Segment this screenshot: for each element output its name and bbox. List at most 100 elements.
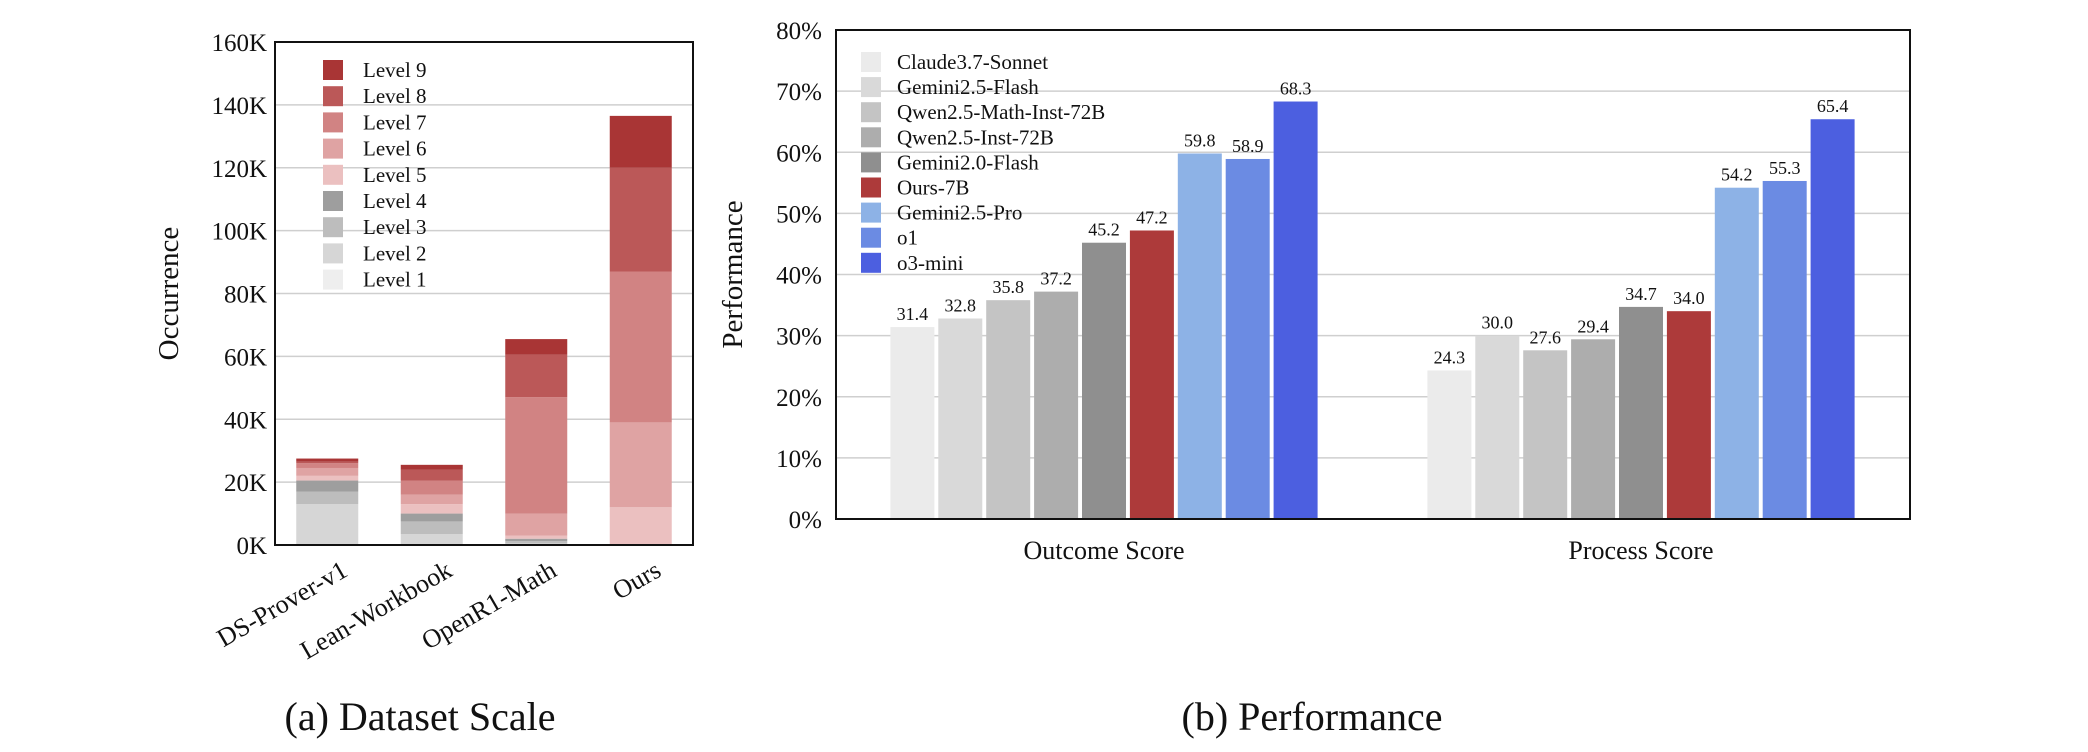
bar-process-score-qwen2-5-inst-72b bbox=[1571, 339, 1616, 519]
caption-b: (b) Performance bbox=[1182, 694, 1443, 739]
bar-outcome-score-gemini2-0-flash bbox=[1082, 242, 1126, 519]
legend-label-gemini2-5-flash: Gemini2.5-Flash bbox=[897, 75, 1039, 99]
bar-segment-lean-workbook-level-8 bbox=[400, 469, 463, 481]
data-label-outcome-score-qwen2-5-math-inst-72b: 35.8 bbox=[992, 277, 1024, 297]
bar-process-score-o3-mini bbox=[1810, 119, 1855, 520]
bar-segment-ours-level-7 bbox=[609, 271, 672, 423]
legend-label-gemini2-5-pro: Gemini2.5-Pro bbox=[897, 201, 1022, 225]
x-tick-label-ours: Ours bbox=[607, 555, 665, 605]
bar-segment-ds-prover-v1-level-9 bbox=[296, 458, 359, 462]
bar-segment-lean-workbook-level-2 bbox=[400, 533, 463, 545]
y-tick-label-20k: 20K bbox=[224, 470, 267, 497]
y-tick-label-100k: 100K bbox=[211, 219, 267, 246]
legend-swatch-level-5 bbox=[323, 164, 343, 185]
legend-swatch-level-4 bbox=[323, 191, 343, 211]
y-tick-label-10: 10% bbox=[776, 446, 822, 473]
data-label-outcome-score-claude3-7-sonnet: 31.4 bbox=[897, 304, 929, 324]
bar-outcome-score-o1 bbox=[1225, 158, 1270, 519]
bar-outcome-score-gemini2-5-flash bbox=[938, 318, 983, 519]
plot-frame bbox=[274, 41, 694, 546]
data-label-process-score-gemini2-5-pro: 54.2 bbox=[1721, 165, 1753, 185]
bar-segment-openr1-math-level-9 bbox=[505, 339, 568, 355]
legend-swatch-gemini2-5-pro bbox=[861, 202, 881, 223]
legend-swatch-o3-mini bbox=[861, 252, 881, 273]
bar-segment-lean-workbook-level-3 bbox=[400, 521, 463, 534]
legend-label-level-7: Level 7 bbox=[363, 110, 427, 134]
bar-outcome-score-qwen2-5-math-inst-72b bbox=[986, 300, 1031, 519]
bar-segment-lean-workbook-level-7 bbox=[400, 480, 463, 495]
bar-process-score-claude3-7-sonnet bbox=[1427, 370, 1472, 519]
bar-segment-openr1-math-level-3 bbox=[505, 541, 568, 544]
data-label-process-score-claude3-7-sonnet: 24.3 bbox=[1434, 347, 1466, 367]
legend-label-level-9: Level 9 bbox=[363, 58, 427, 82]
bar-segment-ours-level-8 bbox=[609, 167, 672, 272]
legend-label-qwen2-5-math-inst-72b: Qwen2.5-Math-Inst-72B bbox=[897, 100, 1105, 124]
legend-label-claude3-7-sonnet: Claude3.7-Sonnet bbox=[897, 50, 1048, 74]
bar-outcome-score-qwen2-5-inst-72b bbox=[1034, 291, 1079, 519]
bar-segment-openr1-math-level-7 bbox=[505, 397, 568, 514]
data-label-outcome-score-gemini2-0-flash: 45.2 bbox=[1088, 220, 1120, 240]
bar-segment-ds-prover-v1-level-8 bbox=[296, 461, 359, 464]
data-label-process-score-qwen2-5-inst-72b: 29.4 bbox=[1577, 316, 1609, 336]
bar-outcome-score-o3-mini bbox=[1273, 101, 1318, 520]
bar-segment-lean-workbook-level-5 bbox=[400, 504, 463, 514]
y-tick-label-40k: 40K bbox=[224, 407, 267, 434]
data-label-outcome-score-gemini2-5-flash: 32.8 bbox=[945, 296, 977, 316]
y-tick-label-140k: 140K bbox=[211, 93, 267, 120]
y-tick-label-30: 30% bbox=[776, 324, 822, 351]
data-label-process-score-gemini2-5-flash: 30.0 bbox=[1482, 313, 1514, 333]
bar-segment-openr1-math-level-4 bbox=[505, 538, 568, 542]
legend-swatch-ours-7b bbox=[861, 177, 881, 198]
legend-swatch-level-7 bbox=[323, 112, 343, 133]
legend-swatch-level-3 bbox=[323, 217, 343, 238]
legend-swatch-level-6 bbox=[323, 138, 343, 159]
y-tick-label-120k: 120K bbox=[211, 156, 267, 183]
y-axis-title: Occurrence bbox=[153, 227, 185, 361]
x-tick-label-outcome-score: Outcome Score bbox=[1023, 536, 1184, 565]
data-label-process-score-gemini2-0-flash: 34.7 bbox=[1625, 284, 1657, 304]
y-tick-label-50: 50% bbox=[776, 201, 822, 228]
x-tick-label-process-score: Process Score bbox=[1568, 536, 1713, 565]
y-tick-label-20: 20% bbox=[776, 385, 822, 412]
legend-swatch-level-1 bbox=[323, 269, 343, 290]
bar-process-score-gemini2-5-pro bbox=[1714, 187, 1759, 519]
data-label-outcome-score-o1: 58.9 bbox=[1232, 136, 1264, 156]
legend-label-level-3: Level 3 bbox=[363, 215, 427, 239]
y-tick-label-60k: 60K bbox=[224, 344, 267, 371]
legend-swatch-level-8 bbox=[323, 86, 343, 107]
y-tick-label-80: 80% bbox=[776, 18, 822, 45]
data-label-outcome-score-qwen2-5-inst-72b: 37.2 bbox=[1040, 269, 1072, 289]
bar-process-score-o1 bbox=[1762, 180, 1807, 519]
y-tick-label-160k: 160K bbox=[211, 30, 267, 57]
bar-segment-ds-prover-v1-level-2 bbox=[296, 504, 359, 545]
legend-label-o1: o1 bbox=[897, 226, 918, 250]
bar-segment-ours-level-9 bbox=[609, 115, 672, 168]
y-tick-label-70: 70% bbox=[776, 79, 822, 106]
legend-label-qwen2-5-inst-72b: Qwen2.5-Inst-72B bbox=[897, 125, 1054, 149]
legend-swatch-qwen2-5-inst-72b bbox=[861, 127, 881, 148]
legend-label-gemini2-0-flash: Gemini2.0-Flash bbox=[897, 150, 1039, 174]
legend-swatch-level-2 bbox=[323, 243, 343, 264]
data-label-process-score-o3-mini: 65.4 bbox=[1817, 96, 1849, 116]
bar-segment-openr1-math-level-8 bbox=[505, 354, 568, 398]
bar-outcome-score-claude3-7-sonnet bbox=[890, 327, 935, 519]
bar-process-score-ours-7b bbox=[1666, 311, 1711, 519]
plot-frame bbox=[835, 29, 1911, 520]
data-label-process-score-ours-7b: 34.0 bbox=[1673, 288, 1705, 308]
bar-outcome-score-gemini2-5-pro bbox=[1177, 153, 1222, 519]
bar-segment-lean-workbook-level-6 bbox=[400, 494, 463, 505]
y-tick-label-0k: 0K bbox=[236, 533, 267, 560]
bar-segment-ds-prover-v1-level-4 bbox=[296, 480, 359, 492]
legend-swatch-o1 bbox=[861, 227, 881, 248]
legend-label-level-5: Level 5 bbox=[363, 163, 427, 187]
bar-segment-openr1-math-level-6 bbox=[505, 513, 568, 536]
data-label-outcome-score-ours-7b: 47.2 bbox=[1136, 207, 1168, 227]
legend-swatch-qwen2-5-math-inst-72b bbox=[861, 102, 881, 123]
bar-segment-lean-workbook-level-4 bbox=[400, 513, 463, 522]
legend-swatch-level-9 bbox=[323, 60, 343, 80]
y-tick-label-40: 40% bbox=[776, 263, 822, 290]
bar-segment-ours-level-6 bbox=[609, 422, 672, 508]
